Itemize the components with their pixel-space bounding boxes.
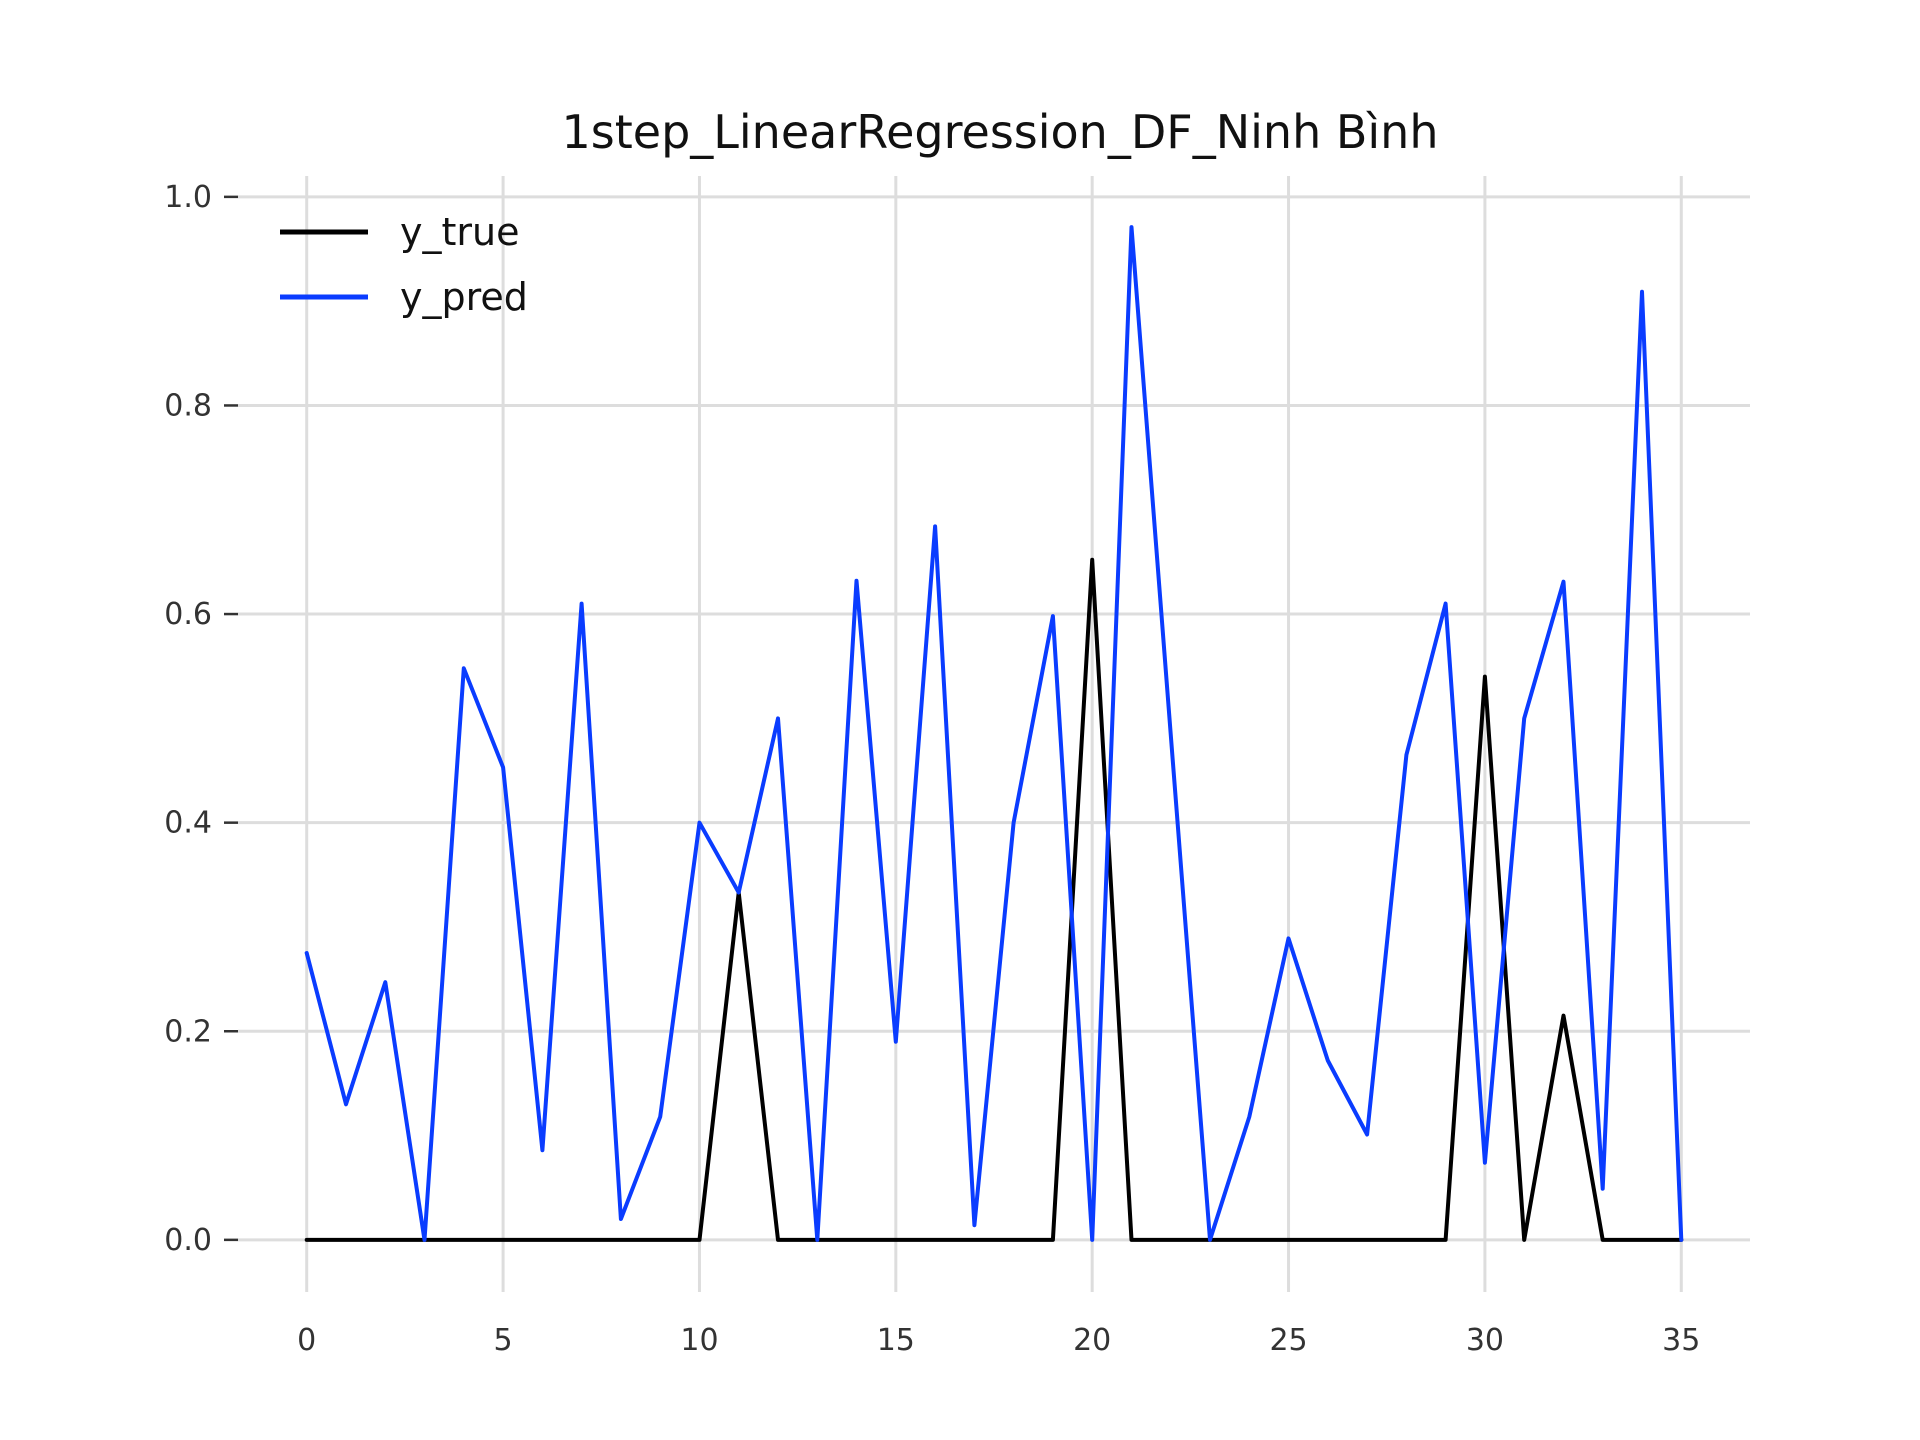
axes: 0 5 10 15 20 25 30 35 0.0 0.2 0.4 0.6 0.8 1.0 [164,180,1700,1358]
series-line-y-true [304,557,1684,1242]
x-tick-label: 0 [297,1323,316,1358]
y-tick-label: 0.2 [164,1014,212,1049]
legend: y_true y_pred [280,210,528,319]
x-tick-label: 5 [494,1323,513,1358]
y-tick-label: 1.0 [164,180,212,215]
x-tick-label: 25 [1269,1323,1307,1358]
y-tick-label: 0.6 [164,597,212,632]
legend-label: y_true [400,210,519,254]
y-tick-label: 0.4 [164,806,212,841]
chart-title: 1step_LinearRegression_DF_Ninh Bình [562,105,1439,159]
x-tick-label: 20 [1073,1323,1111,1358]
grid [238,176,1750,1292]
y-tick-label: 0.0 [164,1223,212,1258]
legend-label: y_pred [400,275,528,319]
x-tick-label: 30 [1466,1323,1504,1358]
x-tick-label: 15 [877,1323,915,1358]
x-tick-label: 10 [680,1323,718,1358]
series-line-y-pred [304,225,1684,1242]
y-tick-label: 0.8 [164,388,212,423]
series-lines [304,225,1684,1242]
x-tick-label: 35 [1662,1323,1700,1358]
